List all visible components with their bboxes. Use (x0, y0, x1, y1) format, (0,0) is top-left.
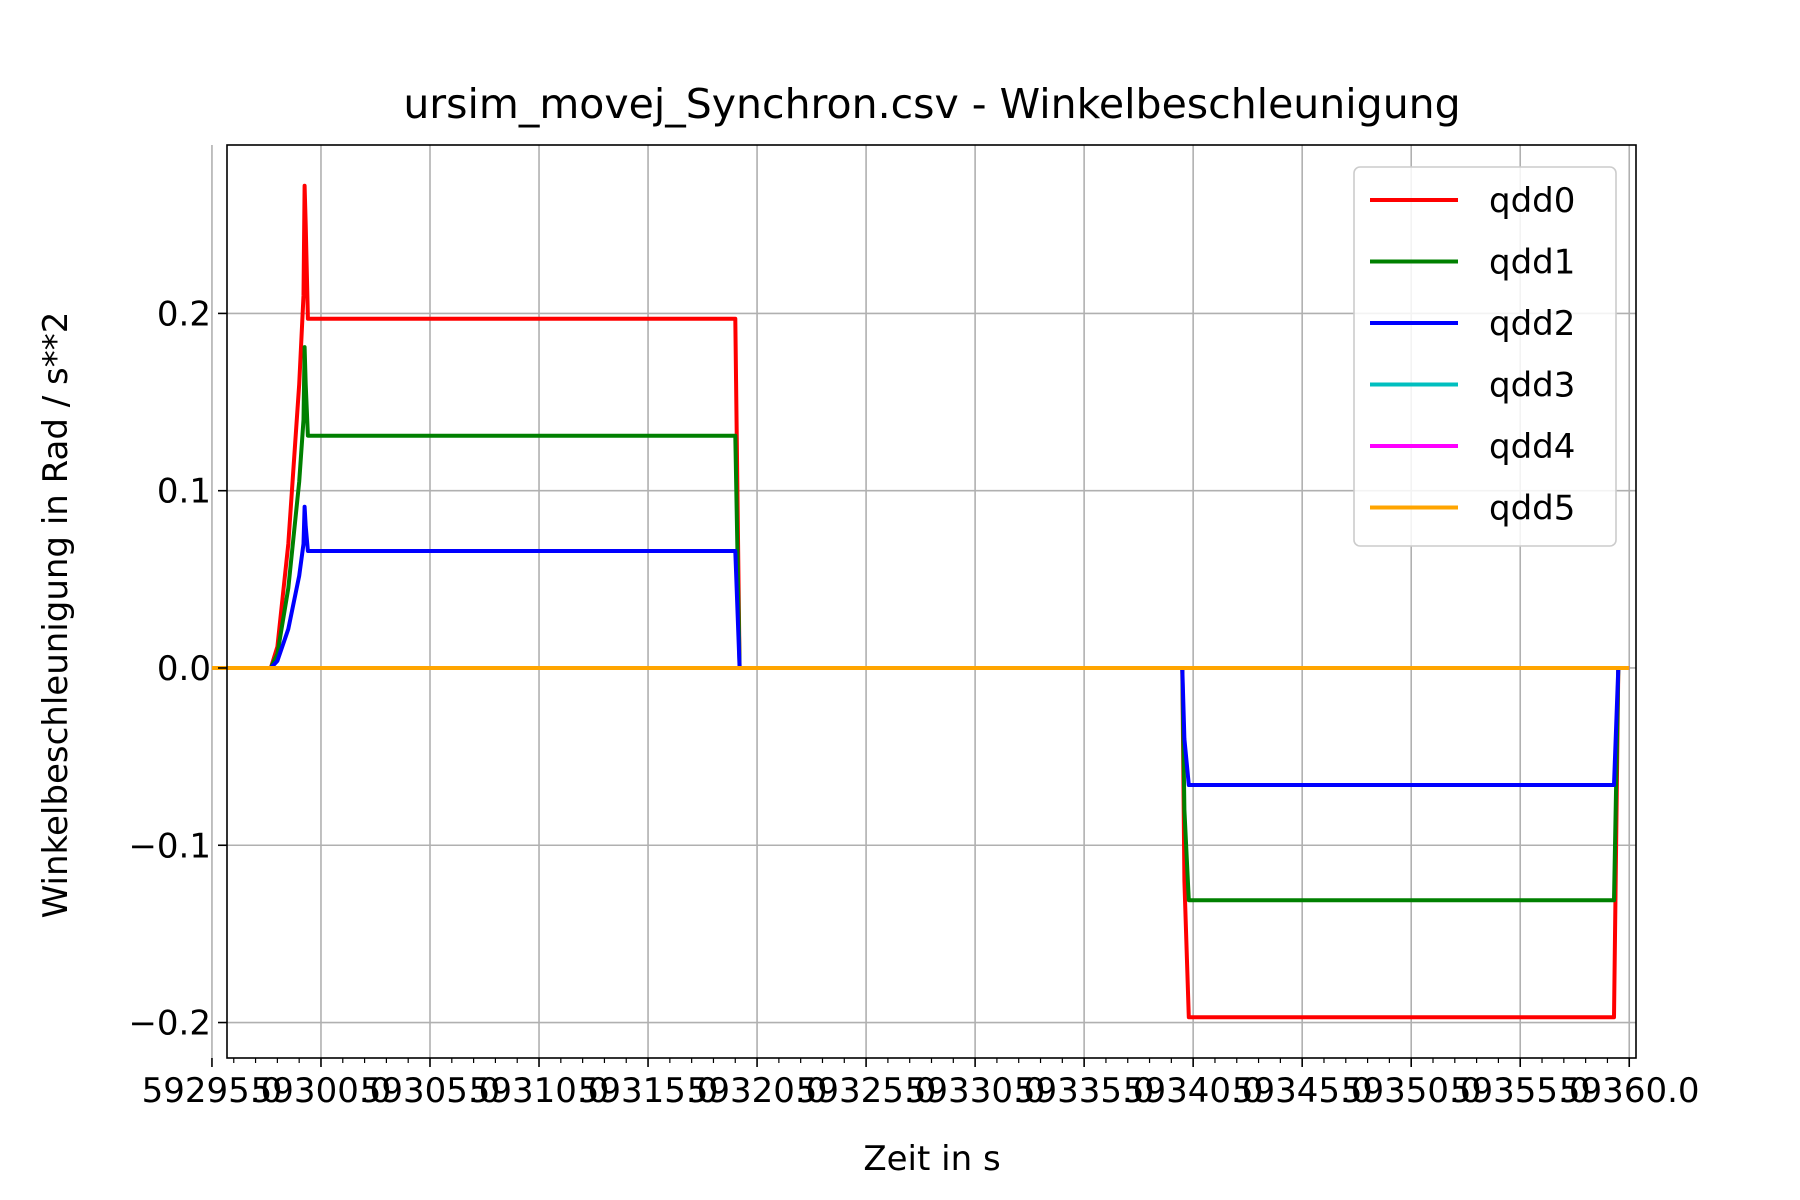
legend-label: qdd1 (1489, 243, 1575, 283)
series-line-qdd0 (212, 183, 1630, 1020)
x-tick-label: 59350.0 (1341, 1071, 1482, 1111)
x-tick-label: 59325.0 (796, 1071, 937, 1111)
y-tick-label: −0.2 (128, 1004, 211, 1044)
x-tick-label: 59340.0 (1123, 1071, 1264, 1111)
legend-label: qdd2 (1489, 304, 1575, 344)
legend-label: qdd0 (1489, 181, 1575, 221)
x-tick-label: 59320.0 (687, 1071, 828, 1111)
x-axis-label: Zeit in s (863, 1139, 1000, 1179)
legend-label: qdd4 (1489, 427, 1575, 467)
legend: qdd0 qdd1 qdd2 qdd3 qdd4 qdd5 (1353, 166, 1617, 547)
x-tick-label: 59295.0 (142, 1071, 283, 1111)
series-layer (212, 183, 1630, 1020)
y-tick-label: 0.0 (157, 649, 211, 689)
x-tick-label: 59345.0 (1232, 1071, 1373, 1111)
x-tick-label: 59335.0 (1014, 1071, 1155, 1111)
ticks: 59295.059300.059305.059310.059315.059320… (128, 294, 1699, 1111)
chart-title: ursim_movej_Synchron.csv - Winkelbeschle… (403, 80, 1460, 128)
x-tick-label: 59330.0 (905, 1071, 1046, 1111)
legend-box (1353, 166, 1617, 547)
x-tick-label: 59315.0 (578, 1071, 719, 1111)
series-line-qdd1 (212, 345, 1630, 903)
y-axis-label: Winkelbeschleunigung in Rad / s**2 (36, 312, 76, 919)
legend-label: qdd5 (1489, 489, 1575, 529)
y-tick-label: 0.2 (157, 294, 211, 334)
y-tick-label: 0.1 (157, 472, 211, 512)
series-line-qdd2 (212, 504, 1630, 787)
y-tick-label: −0.1 (128, 826, 211, 866)
x-tick-label: 59305.0 (360, 1071, 501, 1111)
legend-label: qdd3 (1489, 366, 1575, 406)
x-tick-label: 59300.0 (251, 1071, 392, 1111)
x-tick-label: 59355.0 (1450, 1071, 1591, 1111)
x-tick-label: 59360.0 (1559, 1071, 1700, 1111)
x-tick-label: 59310.0 (469, 1071, 610, 1111)
